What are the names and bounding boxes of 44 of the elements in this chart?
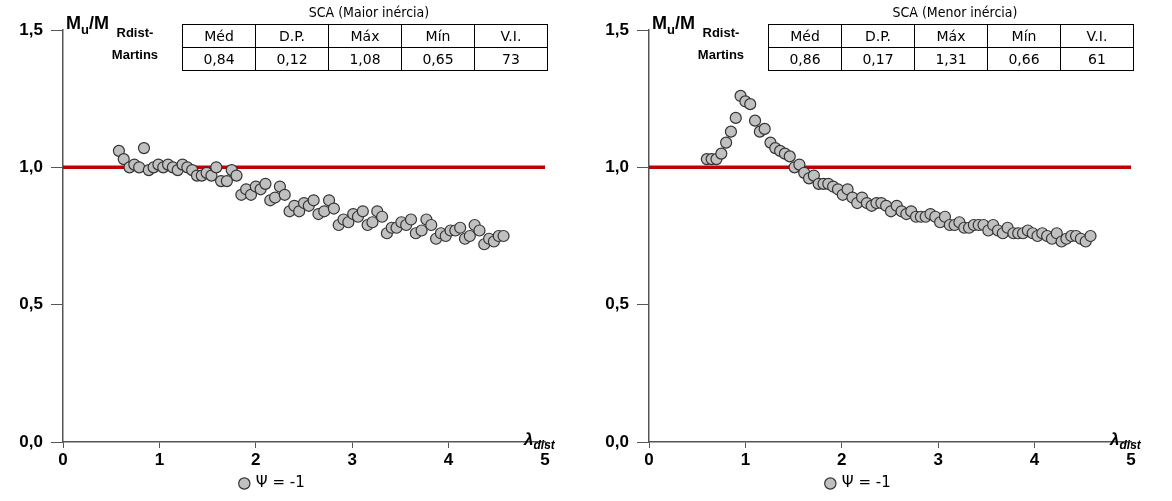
y-tick-label: 1,0: [605, 157, 629, 177]
annotation: 73: [474, 47, 548, 71]
annotation: 0,84: [182, 47, 256, 71]
text: SCA (Maior inércia): [307, 4, 431, 20]
x-tick-label: 1: [740, 449, 751, 469]
annotation: Mín: [987, 24, 1061, 48]
annotation: Máx: [914, 24, 988, 48]
y-tick-label: 0,0: [19, 431, 43, 451]
legend-label: Ψ = -1: [841, 473, 891, 492]
y-tick-label: 1,5: [605, 19, 629, 39]
annotation: D.P.: [255, 24, 329, 48]
y-tick-label: 0,0: [605, 431, 629, 451]
y-tick-label: 1,5: [19, 19, 43, 39]
annotation: Méd: [768, 24, 842, 48]
x-tick-label: 0: [58, 449, 68, 469]
annotation: 0,66: [987, 47, 1061, 71]
x-tick-label: 5: [1126, 449, 1136, 469]
x-tick-label: 1: [154, 449, 165, 469]
legend-label: Ψ = -1: [255, 473, 305, 492]
annotation: Máx: [328, 24, 402, 48]
annotation: 0,17: [841, 47, 915, 71]
annotation: V.I.: [474, 24, 548, 48]
x-tick-label: 5: [540, 449, 550, 469]
text: SCA (Menor inércia): [891, 4, 1019, 20]
x-tick-label: 3: [347, 449, 357, 469]
y-tick-label: 0,5: [605, 294, 629, 314]
annotation: 1,31: [914, 47, 988, 71]
x-tick-label: 4: [443, 449, 454, 469]
x-tick-label: 2: [251, 449, 261, 469]
annotation: Méd: [182, 24, 256, 48]
annotation: 0,65: [401, 47, 475, 71]
x-tick-label: 3: [933, 449, 943, 469]
y-tick-label: 0,5: [19, 294, 43, 314]
annotation: 0,86: [768, 47, 842, 71]
annotation: 1,08: [328, 47, 402, 71]
annotation: V.I.: [1060, 24, 1134, 48]
annotation: 61: [1060, 47, 1134, 71]
x-tick-label: 0: [644, 449, 654, 469]
annotation: D.P.: [841, 24, 915, 48]
annotation: Mín: [401, 24, 475, 48]
x-tick-label: 4: [1029, 449, 1040, 469]
annotation: 0,12: [255, 47, 329, 71]
y-tick-label: 1,0: [19, 157, 43, 177]
x-tick-label: 2: [837, 449, 847, 469]
